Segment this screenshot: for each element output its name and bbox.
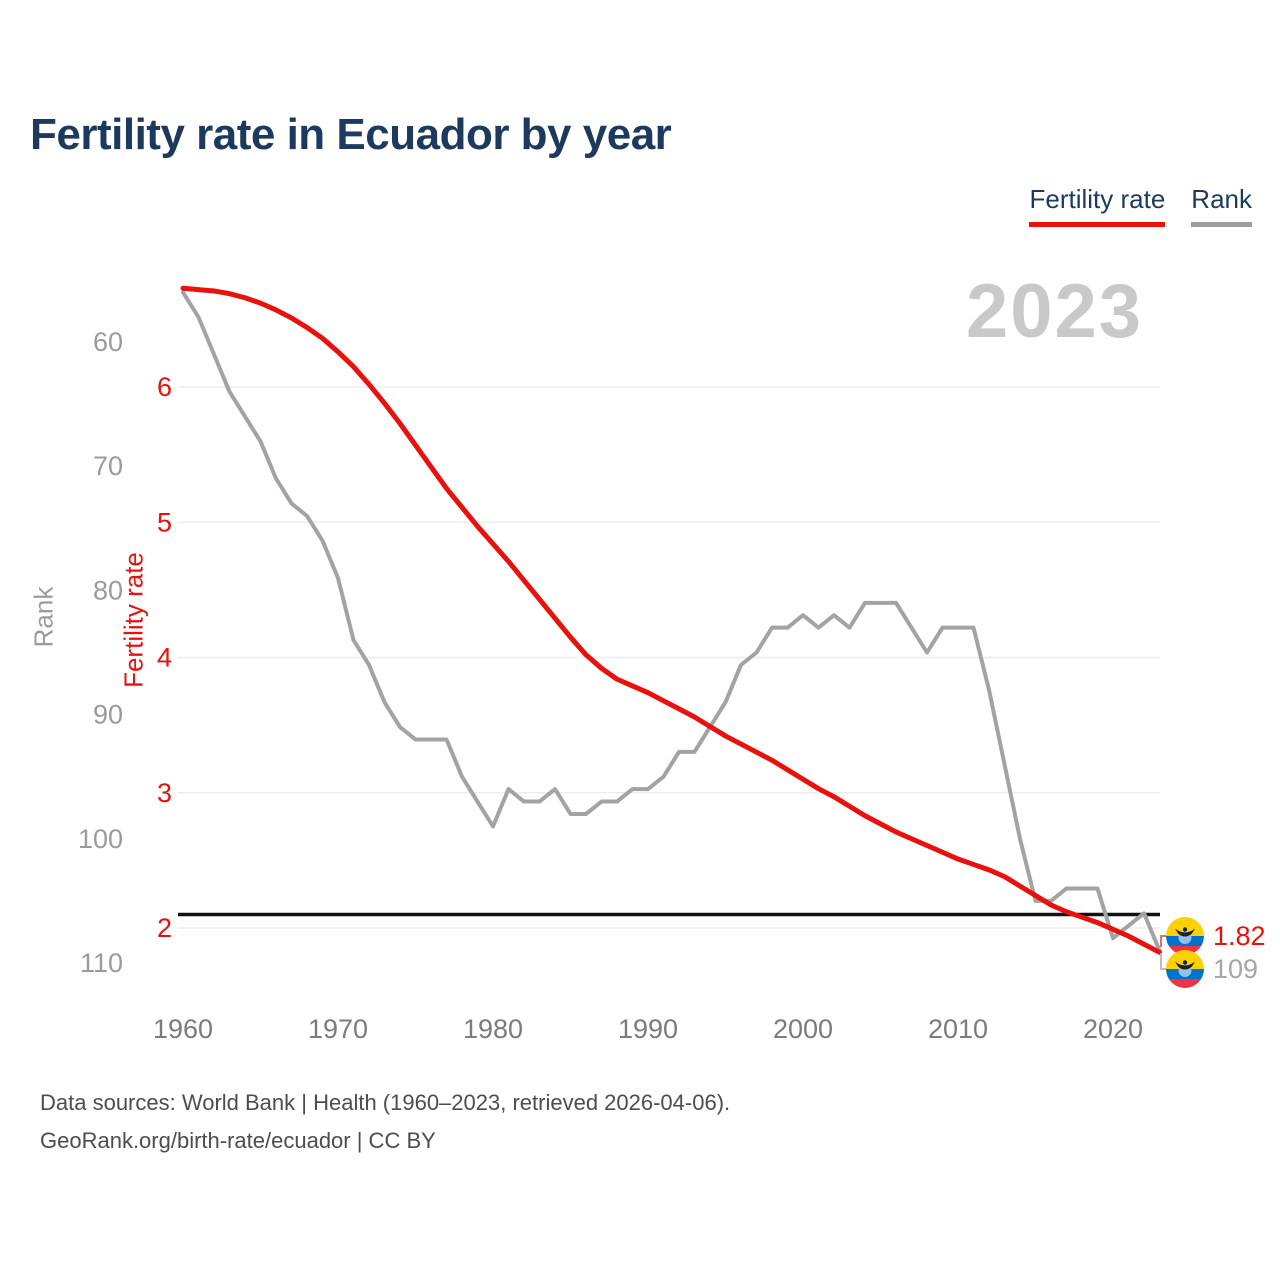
legend: Fertility rate Rank [1029, 184, 1252, 227]
page-title: Fertility rate in Ecuador by year [30, 110, 672, 159]
rank-tick-label: 80 [93, 575, 123, 605]
legend-item-rank[interactable]: Rank [1191, 184, 1252, 227]
x-tick-label: 1980 [463, 1014, 523, 1044]
fertility-tick-label: 2 [157, 913, 172, 943]
rank-axis-title: Rank [28, 586, 59, 648]
rank-tick-label: 110 [80, 948, 123, 978]
ecuador-flag-icon [1166, 950, 1204, 988]
year-watermark: 2023 [966, 269, 1144, 354]
rank-tick-label: 60 [93, 327, 123, 357]
rank-tick-label: 100 [78, 824, 123, 854]
rank-tick-label: 90 [93, 700, 123, 730]
rank-end-label: 109 [1166, 950, 1258, 988]
fertility-axis-title: Fertility rate [118, 552, 149, 688]
fertility-line [180, 285, 1162, 955]
fertility-tick-label: 6 [157, 372, 172, 402]
footer-attribution-line: GeoRank.org/birth-rate/ecuador | CC BY [40, 1128, 436, 1153]
fertility-tick-label: 5 [157, 507, 172, 537]
x-tick-label: 2010 [928, 1014, 988, 1044]
legend-item-fertility-rate[interactable]: Fertility rate [1029, 184, 1166, 227]
footer: Data sources: World Bank | Health (1960–… [40, 1084, 730, 1160]
rank-tick-label: 70 [93, 451, 123, 481]
footer-sources-line: Data sources: World Bank | Health (1960–… [40, 1090, 731, 1115]
fertility-end-value: 1.82 [1213, 920, 1266, 951]
rank-end-value: 109 [1213, 953, 1259, 984]
x-tick-label: 2000 [773, 1014, 833, 1044]
x-tick-label: 2020 [1083, 1014, 1143, 1044]
rank-label-connector [1160, 953, 1168, 970]
x-tick-label: 1970 [308, 1014, 368, 1044]
x-tick-label: 1990 [618, 1014, 678, 1044]
fertility-label-connector [1160, 935, 1168, 947]
x-tick-label: 1960 [153, 1014, 213, 1044]
rank-line [181, 290, 1162, 953]
fertility-tick-label: 3 [157, 778, 172, 808]
fertility-tick-label: 4 [157, 643, 172, 673]
